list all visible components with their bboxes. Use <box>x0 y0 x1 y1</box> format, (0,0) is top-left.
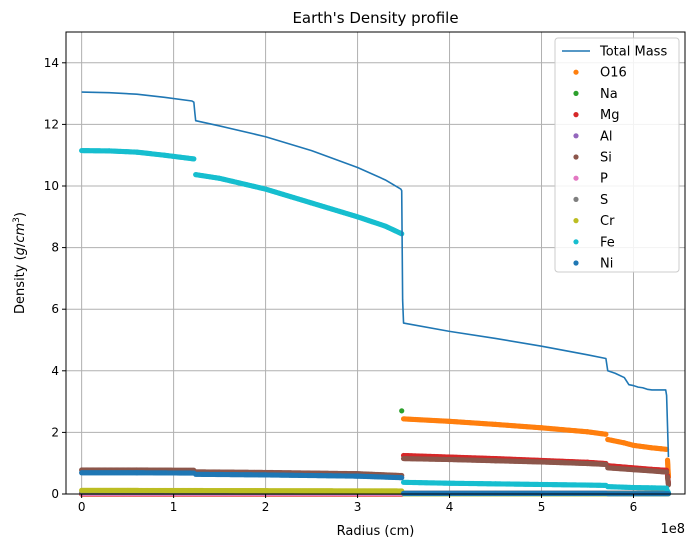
data-point-o16 <box>603 432 608 437</box>
data-point-ni <box>399 475 404 480</box>
data-point-si <box>664 470 669 475</box>
data-point-na <box>399 408 404 413</box>
data-point-fe <box>191 156 196 161</box>
